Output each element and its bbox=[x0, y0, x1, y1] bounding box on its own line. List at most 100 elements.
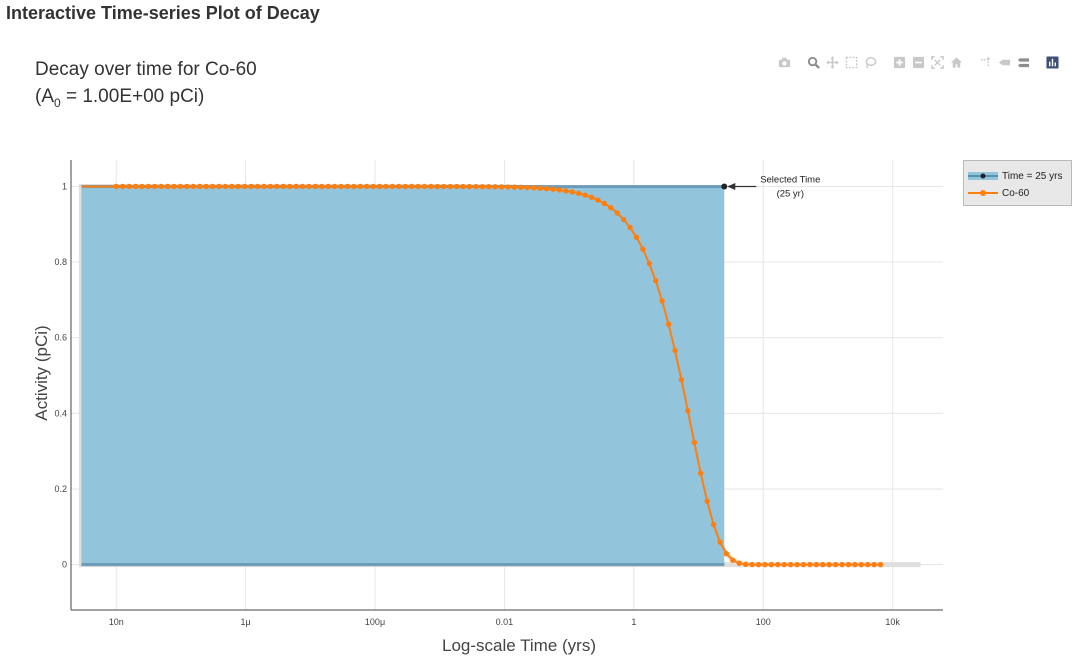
legend-swatch-co60 bbox=[968, 190, 998, 196]
autoscale-icon[interactable] bbox=[928, 54, 946, 70]
co60-data-point bbox=[325, 183, 331, 190]
co60-data-point bbox=[126, 183, 132, 190]
co60-data-point bbox=[421, 183, 428, 190]
co60-data-point bbox=[408, 183, 415, 190]
annotation-label-line2: (25 yr) bbox=[777, 188, 804, 199]
co60-data-point bbox=[338, 183, 344, 190]
co60-data-point bbox=[865, 561, 871, 568]
co60-data-point bbox=[659, 298, 665, 304]
co60-data-point bbox=[241, 183, 248, 190]
co60-data-point bbox=[601, 200, 608, 207]
co60-data-point bbox=[511, 184, 518, 190]
co60-data-point bbox=[286, 183, 293, 190]
co60-data-point bbox=[113, 183, 119, 190]
co60-data-point bbox=[800, 561, 807, 568]
co60-data-point bbox=[820, 561, 826, 568]
co60-data-point bbox=[633, 234, 640, 241]
legend-label-co60: Co-60 bbox=[1002, 187, 1030, 199]
co60-data-point bbox=[389, 183, 396, 190]
hover-compare-icon[interactable] bbox=[1014, 54, 1032, 70]
co60-data-point bbox=[762, 561, 768, 568]
plotly-logo-icon[interactable] bbox=[1043, 54, 1061, 70]
co60-data-point bbox=[479, 183, 486, 190]
co60-data-point bbox=[396, 183, 402, 190]
co60-data-point bbox=[595, 197, 601, 203]
legend-swatch-selected-time bbox=[968, 172, 998, 180]
co60-data-point bbox=[299, 183, 306, 190]
x-axis-title: Log-scale Time (yrs) bbox=[442, 636, 596, 655]
selected-time-marker bbox=[721, 183, 728, 190]
co60-data-point bbox=[537, 185, 543, 191]
co60-data-point bbox=[640, 246, 646, 252]
co60-data-point bbox=[145, 183, 152, 190]
co60-data-point bbox=[364, 183, 370, 190]
co60-data-point bbox=[723, 550, 730, 557]
co60-data-point bbox=[428, 183, 434, 190]
spike-lines-icon[interactable] bbox=[976, 54, 994, 70]
co60-data-point bbox=[370, 183, 376, 190]
co60-data-point bbox=[717, 539, 723, 545]
camera-icon[interactable] bbox=[775, 54, 793, 70]
co60-data-point bbox=[550, 186, 556, 192]
co60-data-point bbox=[575, 190, 582, 197]
co60-data-point bbox=[498, 184, 505, 190]
x-tick-label: 100μ bbox=[365, 617, 385, 627]
co60-data-point bbox=[768, 561, 775, 568]
y-tick-label: 0 bbox=[62, 560, 67, 570]
x-tick-label: 10n bbox=[109, 617, 124, 627]
co60-data-point bbox=[543, 185, 550, 192]
zoom-icon[interactable] bbox=[804, 54, 822, 70]
zoom-out-icon[interactable] bbox=[909, 54, 927, 70]
co60-data-point bbox=[710, 521, 717, 528]
zoom-in-icon[interactable] bbox=[890, 54, 908, 70]
co60-data-point bbox=[402, 183, 408, 190]
co60-data-point bbox=[466, 183, 473, 190]
x-tick-label: 1μ bbox=[241, 617, 251, 627]
co60-data-point bbox=[415, 183, 421, 190]
co60-data-point bbox=[177, 183, 184, 190]
co60-data-point bbox=[344, 183, 351, 190]
co60-data-point bbox=[653, 278, 659, 284]
legend-item-co60[interactable]: Co-60 bbox=[968, 186, 1029, 200]
co60-data-point bbox=[376, 183, 383, 190]
y-tick-label: 1 bbox=[62, 181, 67, 191]
lasso-select-icon[interactable] bbox=[861, 54, 879, 70]
reset-axes-icon[interactable] bbox=[947, 54, 965, 70]
co60-data-point bbox=[197, 183, 203, 190]
co60-data-point bbox=[730, 557, 736, 563]
co60-data-point bbox=[267, 183, 274, 190]
co60-data-point bbox=[563, 188, 569, 194]
x-tick-label: 0.01 bbox=[496, 617, 514, 627]
co60-data-point bbox=[229, 183, 235, 190]
co60-data-point bbox=[203, 183, 209, 190]
co60-data-point bbox=[531, 185, 537, 191]
co60-data-point bbox=[704, 498, 710, 504]
co60-data-point bbox=[248, 183, 254, 190]
co60-data-point bbox=[742, 561, 749, 567]
co60-data-point bbox=[319, 183, 325, 190]
x-tick-label: 1 bbox=[631, 617, 636, 627]
co60-data-point bbox=[755, 561, 762, 568]
pan-icon[interactable] bbox=[823, 54, 841, 70]
hover-closest-icon[interactable] bbox=[995, 54, 1013, 70]
co60-data-point bbox=[383, 183, 389, 190]
x-tick-label: 100 bbox=[756, 617, 771, 627]
y-axis-title: Activity (pCi) bbox=[32, 325, 51, 420]
co60-data-point bbox=[646, 260, 653, 267]
co60-data-point bbox=[261, 183, 267, 190]
co60-data-point bbox=[306, 183, 312, 190]
co60-data-point bbox=[691, 439, 697, 446]
co60-data-point bbox=[852, 561, 858, 568]
co60-data-point bbox=[184, 183, 190, 190]
co60-data-point bbox=[736, 560, 742, 566]
co60-data-point bbox=[434, 183, 441, 190]
co60-data-point bbox=[627, 224, 633, 231]
co60-data-point bbox=[441, 183, 447, 190]
co60-data-point bbox=[274, 183, 280, 190]
legend-item-selected-time[interactable]: Time = 25 yrs bbox=[968, 169, 1062, 183]
co60-data-point bbox=[608, 205, 614, 211]
box-select-icon[interactable] bbox=[842, 54, 860, 70]
legend-label-selected-time: Time = 25 yrs bbox=[1002, 170, 1063, 182]
co60-data-point bbox=[832, 561, 839, 568]
